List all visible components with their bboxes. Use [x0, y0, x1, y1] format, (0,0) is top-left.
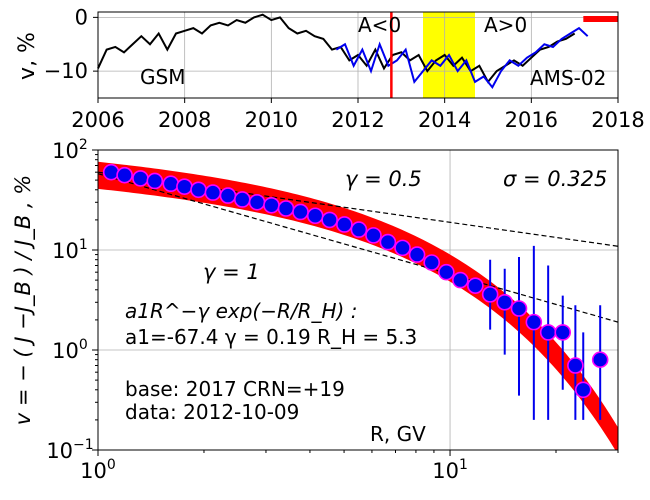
top-x-tick-label: 2016 — [505, 108, 558, 132]
top-x-tick-label: 2008 — [158, 108, 211, 132]
data-point — [554, 324, 572, 341]
data-point — [219, 187, 237, 204]
main-y-axis-label: v = − ( J −J_B ) / J_B , % — [11, 175, 36, 425]
top-y-tick-label: 0 — [75, 5, 88, 29]
data-point — [408, 246, 426, 263]
data-point — [423, 254, 441, 271]
data-point — [574, 381, 592, 399]
gamma-one-reference-line — [98, 173, 618, 323]
main-y-ticks: 10−1 100 101 102 — [46, 137, 98, 463]
data-point — [306, 207, 324, 225]
top-x-tick-label: 2018 — [591, 108, 644, 132]
data-point — [481, 286, 499, 303]
gsm-series-line — [97, 13, 576, 84]
top-x-tick-label: 2012 — [331, 108, 384, 132]
data-point — [234, 191, 251, 208]
a-positive-label: A>0 — [484, 13, 527, 37]
main-x-tick-label: 101 — [432, 457, 468, 483]
ams-series-line — [335, 26, 589, 90]
top-y-ticks: 0 −10 — [44, 5, 98, 83]
data-point — [116, 166, 133, 184]
data-point — [510, 300, 528, 317]
data-point — [277, 200, 295, 217]
data-point — [438, 263, 455, 281]
data-date-info: data: 2012-10-09 — [125, 400, 299, 424]
data-point — [539, 324, 557, 341]
data-point — [102, 163, 120, 181]
top-x-tick-label: 2010 — [245, 108, 298, 132]
top-y-tick-label: −10 — [44, 59, 88, 83]
data-point — [379, 233, 397, 251]
main-y-tick-label: 102 — [52, 137, 88, 163]
top-x-tick-label: 2006 — [71, 108, 124, 132]
main-y-tick-label: 101 — [52, 237, 88, 263]
main-x-ticks: 100 101 — [80, 450, 619, 483]
top-y-axis-label: v, % — [15, 32, 40, 80]
data-point — [263, 196, 280, 214]
data-point — [591, 351, 609, 368]
base-info: base: 2017 CRN=+19 — [125, 377, 345, 401]
data-point — [467, 277, 484, 294]
sigma-label: σ = 0.325 — [503, 167, 607, 191]
fit-formula: a1R^−γ exp(−R/R_H) : — [125, 299, 357, 323]
data-point — [365, 227, 382, 244]
data-point — [350, 221, 368, 238]
main-y-tick-label: 100 — [52, 337, 88, 363]
top-x-tick-label: 2014 — [418, 108, 471, 132]
data-point — [292, 203, 309, 221]
gsm-label: GSM — [140, 65, 185, 89]
data-point — [525, 313, 543, 331]
data-point — [248, 193, 266, 211]
data-point — [321, 211, 338, 229]
data-point — [452, 271, 469, 289]
main-x-tick-label: 100 — [80, 457, 116, 483]
main-plot-frame — [97, 149, 619, 451]
data-points — [102, 163, 609, 399]
fit-parameters: a1=-67.4 γ = 0.19 R_H = 5.3 — [125, 325, 417, 349]
data-point — [336, 216, 353, 233]
ams-label: AMS-02 — [530, 66, 606, 90]
a-negative-label: A<0 — [358, 13, 401, 37]
data-point — [146, 172, 164, 190]
main-x-axis-label: R, GV — [370, 422, 426, 446]
top-x-ticks: 2006 2008 2010 2012 2014 2016 2018 — [71, 98, 645, 132]
data-point — [132, 170, 149, 187]
data-point — [567, 357, 584, 374]
gamma-one-label: γ = 1 — [203, 260, 260, 284]
error-bars — [489, 245, 602, 420]
data-point — [394, 239, 411, 257]
top-panel: 2006 2008 2010 2012 2014 2016 2018 0 −10 GSM AM… — [15, 5, 645, 132]
data-point — [496, 293, 514, 311]
data-point — [162, 175, 180, 193]
gamma-half-label: γ = 0.5 — [345, 167, 422, 191]
data-point — [190, 181, 207, 199]
data-point — [204, 184, 222, 201]
main-y-tick-label: 10−1 — [46, 437, 93, 463]
data-point — [176, 178, 193, 195]
